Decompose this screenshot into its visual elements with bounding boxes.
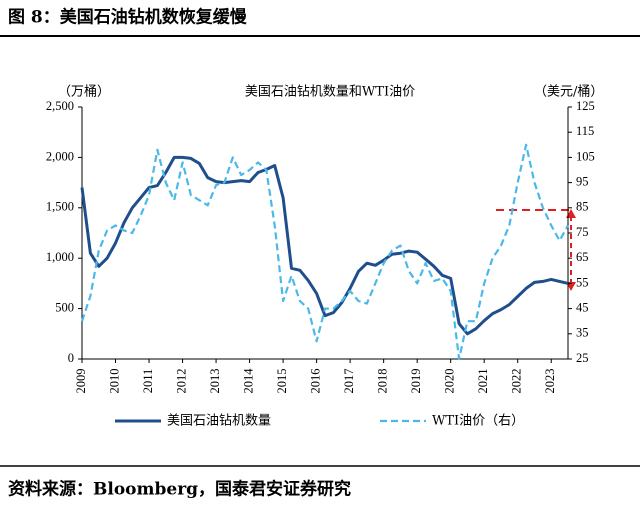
legend-label: WTI油价（右） xyxy=(432,414,524,429)
y-tick-label: 1,000 xyxy=(46,250,74,264)
x-tick-label: 2020 xyxy=(443,369,457,394)
y2-label: （美元/桶） xyxy=(534,85,603,100)
source: 资料来源：Bloomberg，国泰君安证券研究 xyxy=(8,479,351,500)
y2-tick-label: 35 xyxy=(576,326,589,340)
x-tick-label: 2013 xyxy=(208,369,222,394)
y2-tick-label: 75 xyxy=(576,225,589,239)
x-tick-label: 2009 xyxy=(74,369,88,394)
x-tick-label: 2021 xyxy=(476,369,490,394)
figure-title: 图 8：美国石油钻机数恢复缓慢 xyxy=(8,7,248,28)
x-tick-label: 2019 xyxy=(409,369,423,394)
chart-title: 美国石油钻机数量和WTI油价 xyxy=(245,85,415,100)
y2-tick-label: 115 xyxy=(576,124,594,138)
x-tick-label: 2016 xyxy=(308,369,322,394)
y2-tick-label: 55 xyxy=(576,275,589,289)
x-tick-label: 2010 xyxy=(107,369,121,394)
x-tick-label: 2014 xyxy=(241,368,255,394)
y-tick-label: 1,500 xyxy=(46,200,74,214)
series-line xyxy=(80,143,569,361)
series-line xyxy=(80,155,569,336)
x-tick-label: 2018 xyxy=(376,369,390,394)
y-tick-label: 500 xyxy=(55,300,74,314)
x-tick-label: 2017 xyxy=(342,369,356,394)
x-tick-label: 2022 xyxy=(510,369,524,394)
y2-tick-label: 105 xyxy=(576,149,595,163)
y-tick-label: 2,500 xyxy=(46,99,74,113)
y2-tick-label: 25 xyxy=(576,351,589,365)
x-tick-label: 2015 xyxy=(275,369,289,394)
x-tick-label: 2023 xyxy=(543,369,557,394)
y2-tick-label: 45 xyxy=(576,300,589,314)
y-tick-label: 0 xyxy=(68,351,74,365)
legend-label: 美国石油钻机数量 xyxy=(167,414,271,429)
y-tick-label: 2,000 xyxy=(46,149,74,163)
y2-tick-label: 125 xyxy=(576,99,595,113)
y-label: （万桶） xyxy=(58,85,110,100)
y2-tick-label: 65 xyxy=(576,250,589,264)
y2-tick-label: 85 xyxy=(576,200,589,214)
x-tick-label: 2011 xyxy=(141,369,155,394)
x-tick-label: 2012 xyxy=(174,369,188,394)
y2-tick-label: 95 xyxy=(576,174,589,188)
